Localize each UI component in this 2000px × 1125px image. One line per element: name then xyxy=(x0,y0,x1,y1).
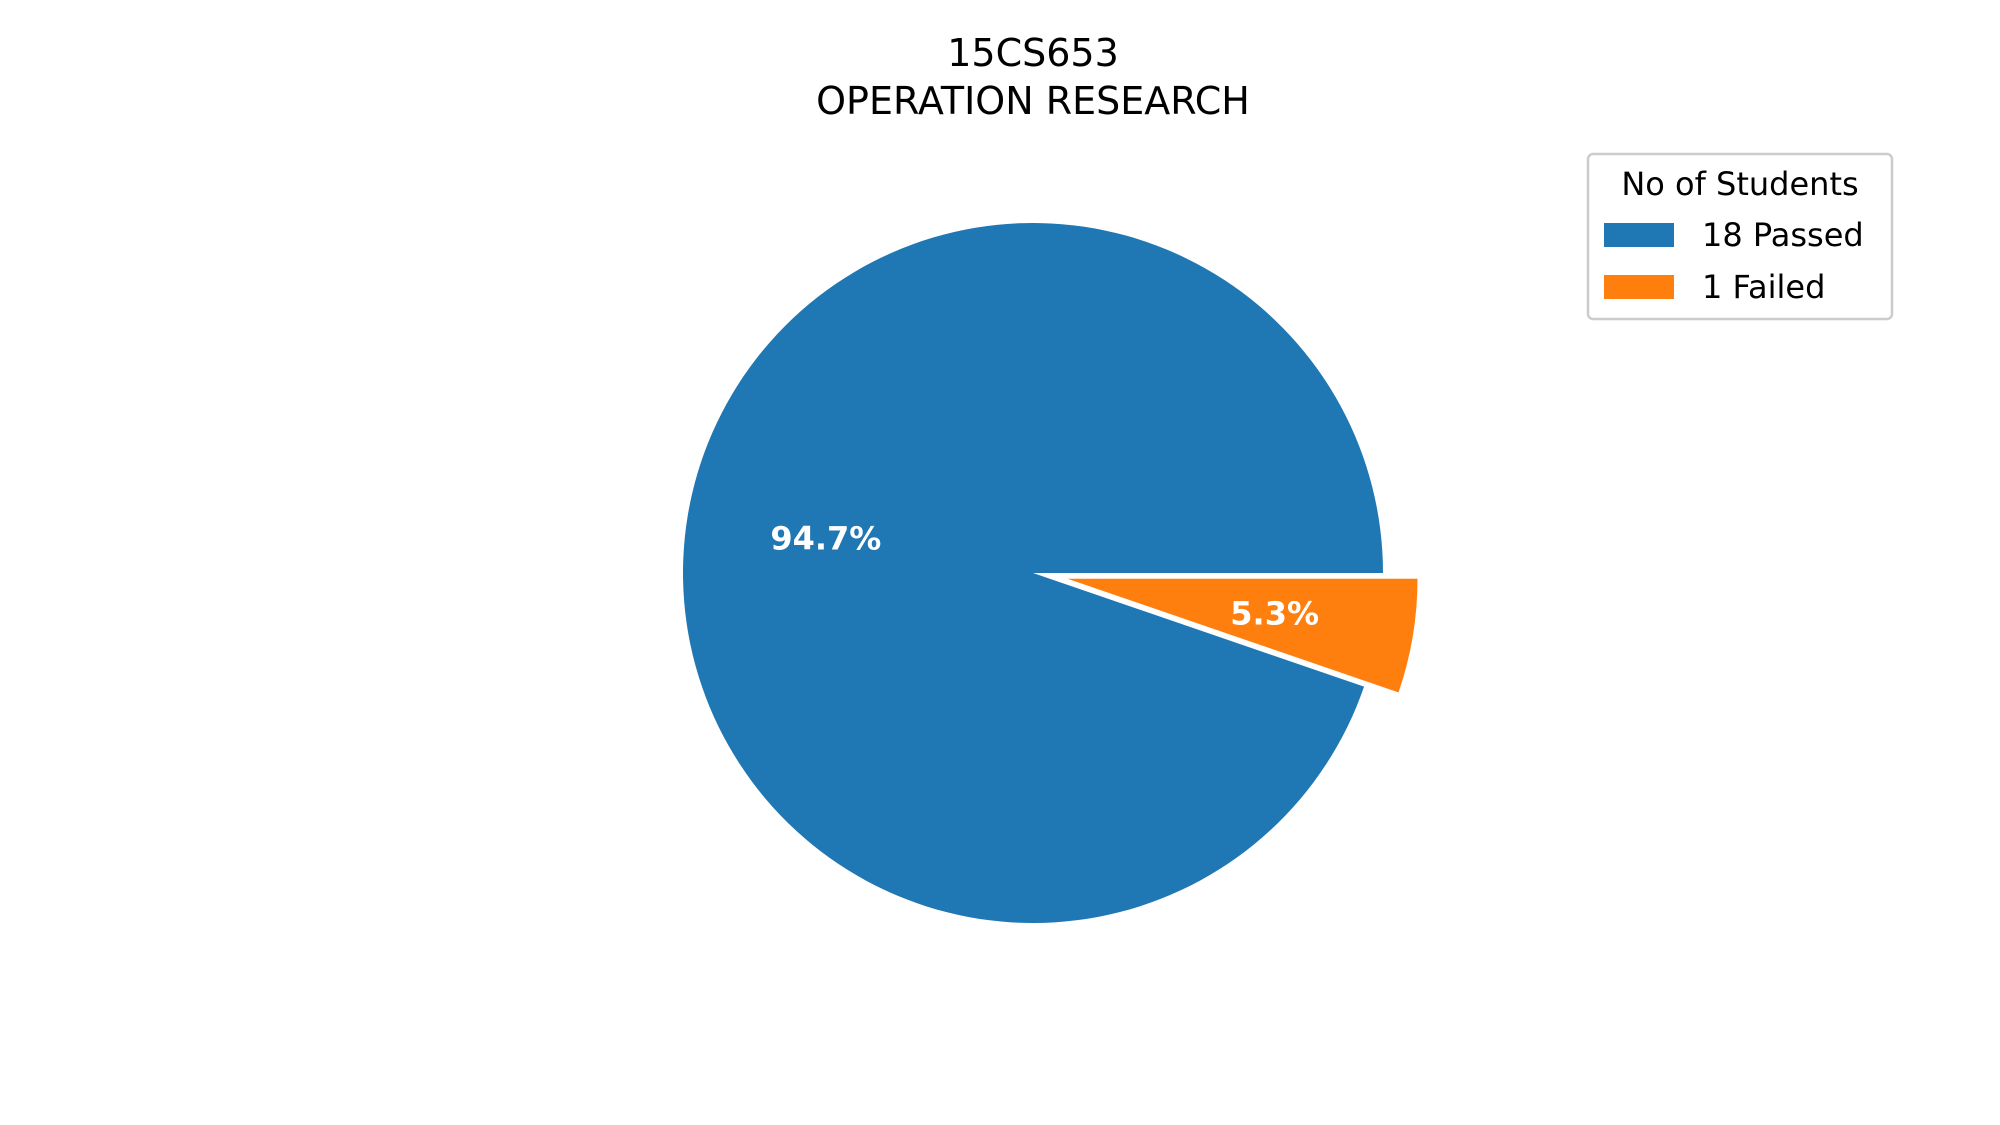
legend: No of Students 18 Passed 1 Failed xyxy=(1586,152,1894,321)
legend-label: 18 Passed xyxy=(1702,216,1864,254)
pie-slices xyxy=(682,223,1418,924)
slice-percent-label: 94.7% xyxy=(770,519,881,557)
legend-swatch xyxy=(1604,223,1674,247)
legend-entries: 18 Passed 1 Failed xyxy=(1604,216,1864,306)
slice-percent-label: 5.3% xyxy=(1230,594,1319,632)
pie-slice-1-failed xyxy=(1067,578,1418,693)
chart-title: 15CS653 xyxy=(947,31,1119,75)
pie-slice-labels: 94.7% 5.3% xyxy=(770,519,1319,632)
pie-slice-18-passed xyxy=(682,223,1383,924)
legend-title: No of Students xyxy=(1621,165,1858,203)
legend-swatch xyxy=(1604,275,1674,299)
chart-subtitle: OPERATION RESEARCH xyxy=(816,79,1250,123)
legend-label: 1 Failed xyxy=(1702,268,1825,306)
